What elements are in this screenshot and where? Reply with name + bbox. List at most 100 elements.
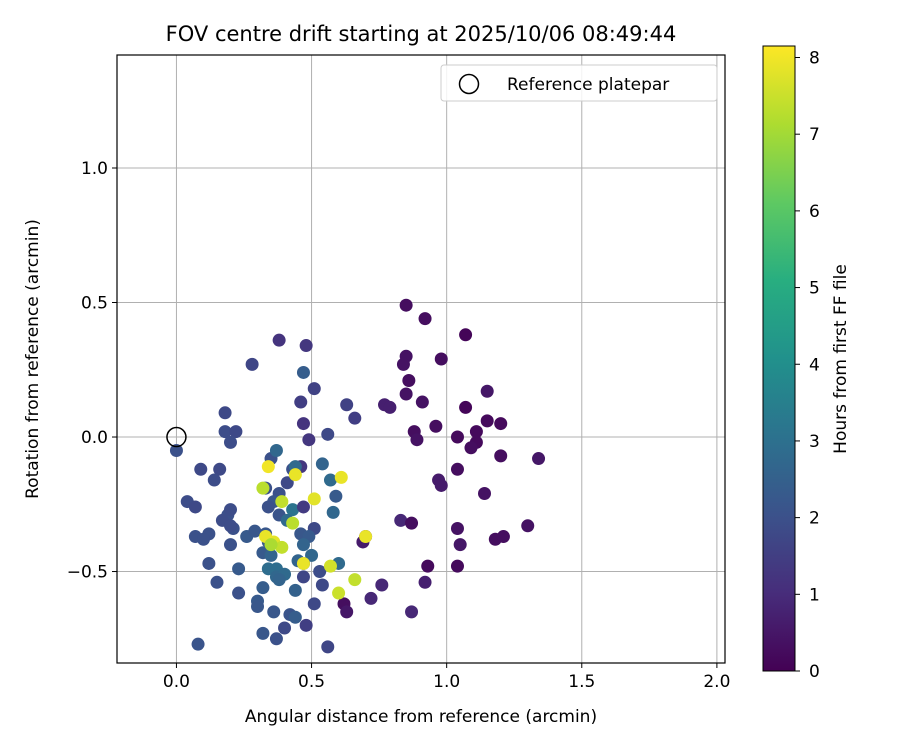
reference-platepar-marker [166, 426, 187, 448]
data-point [334, 470, 348, 484]
data-point [321, 427, 335, 441]
data-point [232, 562, 246, 576]
colorbar-tick-label: 3 [809, 432, 820, 452]
data-point [218, 425, 232, 439]
data-point [480, 384, 494, 398]
legend-box [440, 64, 718, 102]
data-point [323, 473, 337, 487]
data-point [383, 400, 397, 414]
chart-title: FOV centre drift starting at 2025/10/06 … [166, 22, 677, 46]
x-tick-label: 0.0 [163, 672, 190, 692]
data-point [296, 538, 310, 552]
data-point [294, 395, 308, 409]
data-point [286, 516, 300, 530]
data-point [275, 495, 289, 509]
data-point [278, 621, 292, 635]
y-tick-label: 0.0 [81, 428, 108, 448]
colorbar-gradient [762, 45, 796, 672]
data-point [223, 503, 237, 517]
data-point [275, 540, 289, 554]
data-point [450, 462, 464, 476]
data-point [288, 468, 302, 482]
data-point [326, 505, 340, 519]
data-point [394, 513, 408, 527]
data-point [245, 357, 259, 371]
data-point [429, 419, 443, 433]
y-tick-label: 1.0 [81, 159, 108, 179]
data-point [248, 524, 262, 538]
data-point [307, 597, 321, 611]
data-point [494, 417, 508, 431]
data-point [375, 578, 389, 592]
y-axis-label: Rotation from reference (arcmin) [23, 219, 43, 499]
data-point [315, 457, 329, 471]
data-point [396, 357, 410, 371]
data-point [269, 443, 283, 457]
data-point [296, 365, 310, 379]
colorbar-tick-label: 5 [809, 279, 820, 299]
data-point [288, 610, 302, 624]
data-point [459, 400, 473, 414]
data-point [288, 583, 302, 597]
data-point [296, 570, 310, 584]
data-point [188, 500, 202, 514]
data-points [169, 298, 546, 654]
data-point [213, 462, 227, 476]
data-point [418, 312, 432, 326]
data-point [464, 441, 478, 455]
data-point [169, 443, 183, 457]
data-point [496, 530, 510, 544]
colorbar-tick-label: 4 [809, 355, 820, 375]
colorbar-ticks: 0 1 2 3 4 5 6 7 8 [795, 49, 820, 682]
data-point [272, 333, 286, 347]
data-point [307, 382, 321, 396]
data-point [418, 575, 432, 589]
data-point [348, 573, 362, 587]
data-point [296, 417, 310, 431]
y-tick-label: −0.5 [67, 563, 108, 583]
data-point [321, 640, 335, 654]
data-point [450, 430, 464, 444]
data-point [329, 489, 343, 503]
data-point [399, 298, 413, 312]
colorbar-tick-label: 0 [809, 662, 820, 682]
data-point [302, 433, 316, 447]
data-point [223, 435, 237, 449]
data-point [405, 605, 419, 619]
data-point [264, 548, 278, 562]
data-point [348, 411, 362, 425]
data-point [296, 500, 310, 514]
data-point [256, 581, 270, 595]
data-point [480, 414, 494, 428]
legend-label: Reference platepar [507, 75, 669, 95]
data-point [450, 559, 464, 573]
x-axis-label: Angular distance from reference (arcmin) [245, 707, 597, 727]
data-point [256, 481, 270, 495]
x-tick-label: 1.5 [568, 672, 595, 692]
data-point [340, 398, 354, 412]
data-point [415, 395, 429, 409]
data-point [450, 521, 464, 535]
data-point [359, 530, 373, 544]
data-point [453, 538, 467, 552]
x-tick-label: 2.0 [703, 672, 730, 692]
colorbar-tick-label: 7 [809, 125, 820, 145]
x-tick-label: 1.0 [433, 672, 460, 692]
data-point [207, 473, 221, 487]
data-point [299, 339, 313, 353]
data-point [323, 559, 337, 573]
data-point [251, 600, 265, 614]
data-point [399, 387, 413, 401]
data-point [494, 449, 508, 463]
data-point [223, 538, 237, 552]
data-point [267, 605, 281, 619]
data-point [421, 559, 435, 573]
data-point [469, 425, 483, 439]
data-point [307, 492, 321, 506]
colorbar: 0 1 2 3 4 5 6 7 8 Hours from first FF file [762, 45, 851, 682]
data-point [264, 538, 278, 552]
data-point [434, 352, 448, 366]
x-axis-ticks: 0.0 0.5 1.0 1.5 2.0 [163, 663, 730, 692]
grid [117, 55, 725, 663]
